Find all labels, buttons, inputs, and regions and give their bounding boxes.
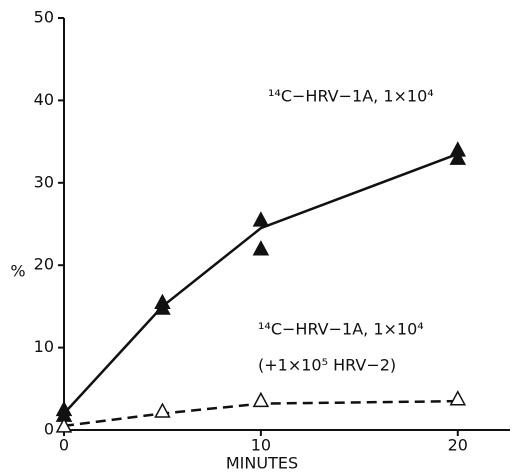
data-point	[252, 240, 270, 256]
series-line	[63, 152, 459, 415]
data-point	[154, 299, 171, 315]
x-axis-label: MINUTES	[226, 454, 298, 473]
series-label: (+1×10⁵ HRV−2)	[258, 356, 396, 375]
data-point	[252, 211, 270, 227]
series-label: ¹⁴C−HRV−1A, 1×10⁴	[258, 320, 424, 339]
y-tick-label: 20	[34, 255, 54, 274]
y-tick-label: 40	[34, 90, 54, 109]
y-tick-label: 0	[44, 420, 54, 439]
y-tick-label: 10	[34, 337, 54, 356]
y-axis-label: %	[10, 262, 25, 281]
data-point	[252, 391, 270, 408]
x-tick-label: 0	[59, 436, 69, 455]
data-point	[55, 417, 73, 433]
y-tick-label: 50	[34, 8, 54, 27]
data-point	[449, 390, 467, 406]
y-tick-label: 30	[34, 172, 54, 191]
series-line	[63, 399, 458, 428]
data-point	[154, 402, 171, 418]
x-tick-label: 10	[251, 436, 271, 455]
x-tick-label: 20	[448, 436, 468, 455]
series-label: ¹⁴C−HRV−1A, 1×10⁴	[268, 87, 434, 106]
data-point	[449, 149, 467, 165]
